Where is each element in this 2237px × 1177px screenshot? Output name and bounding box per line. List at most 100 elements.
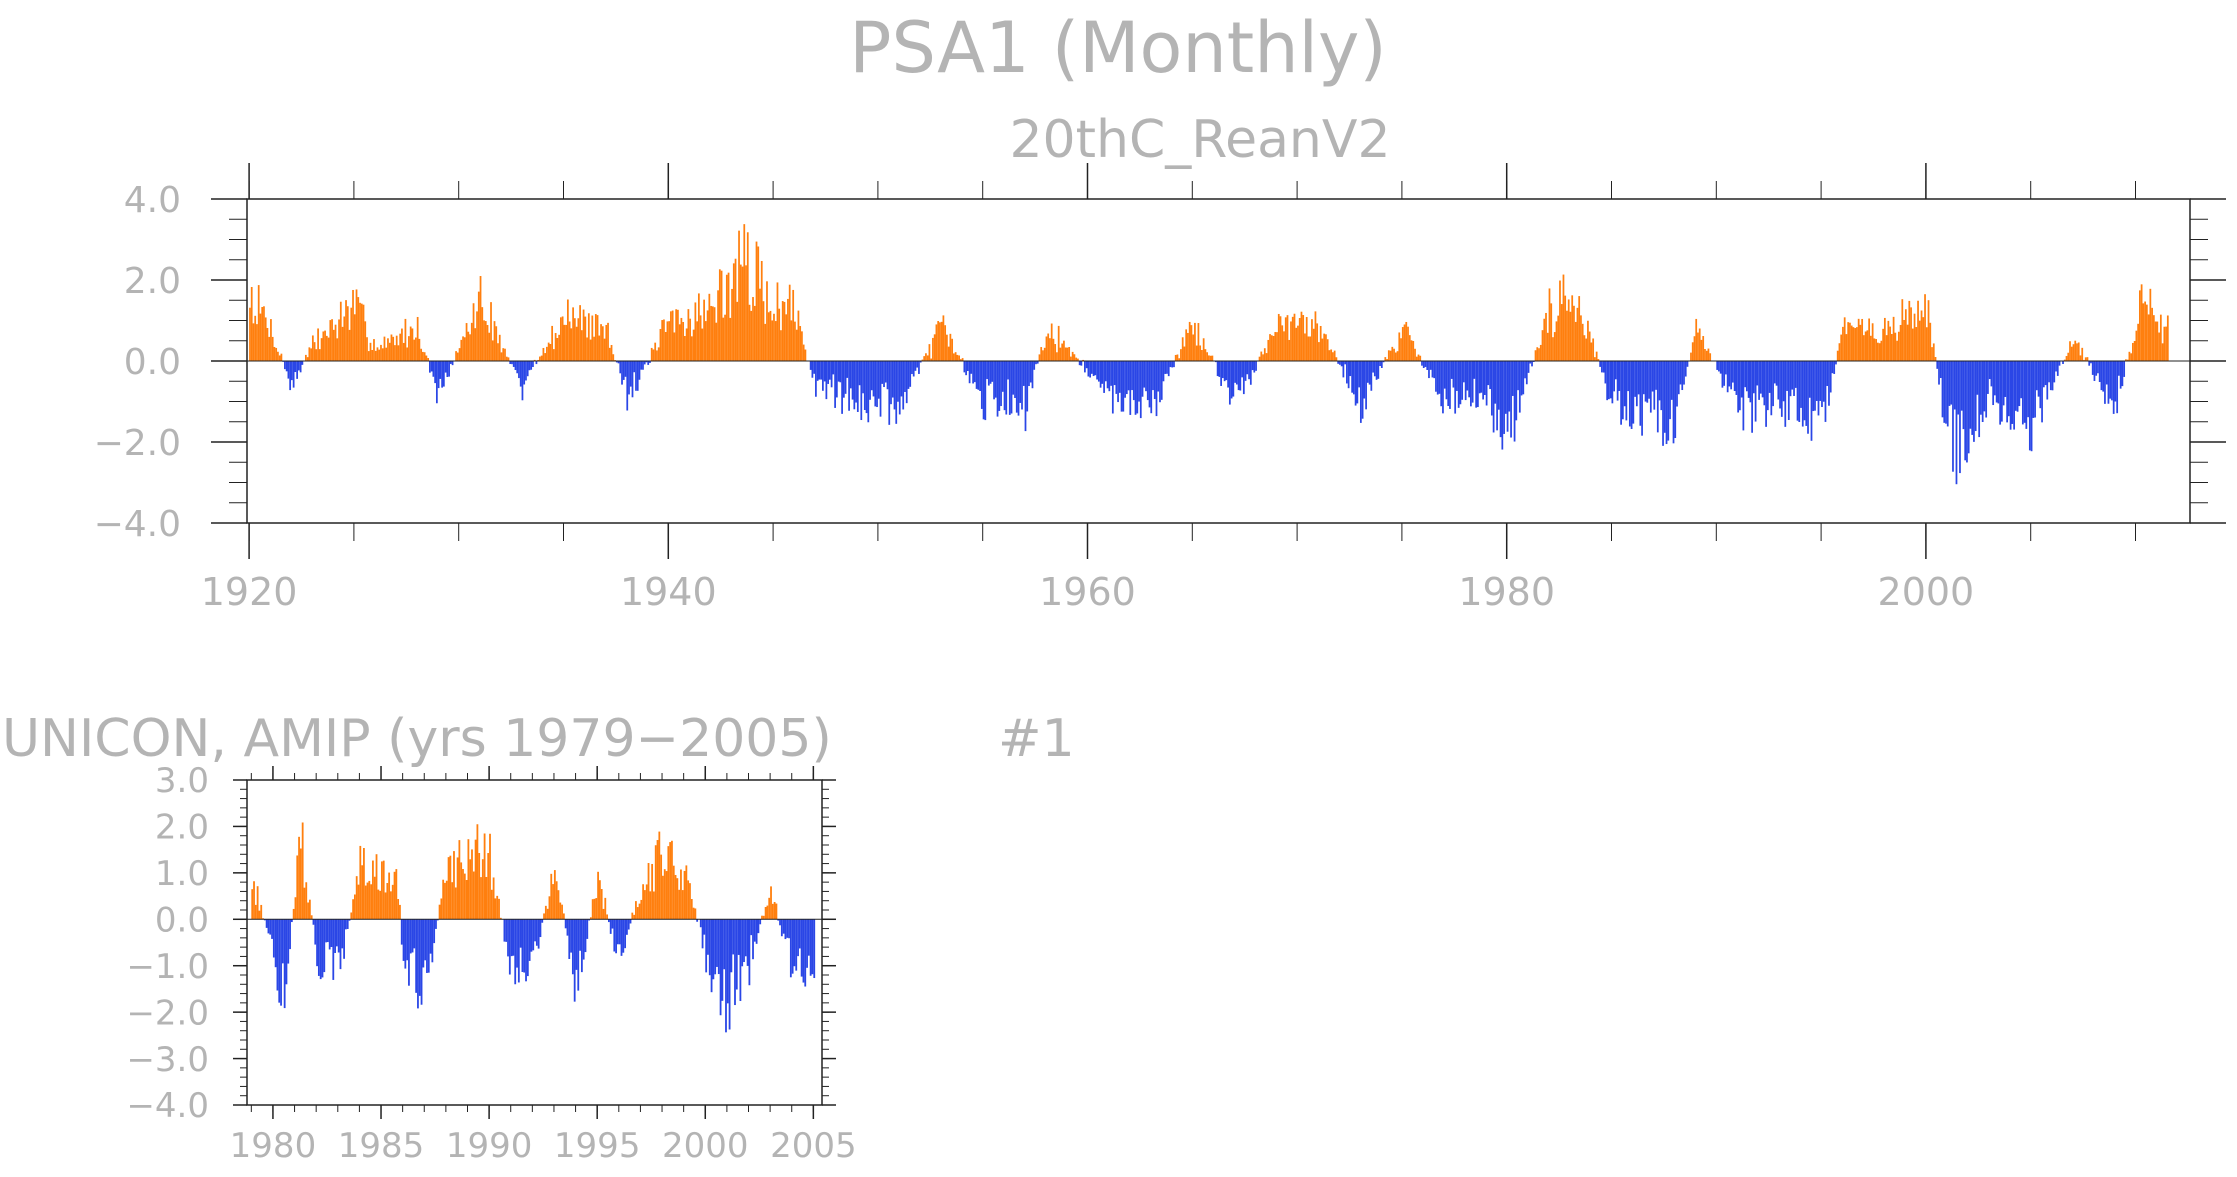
panel-reanalysis-bar <box>1094 361 1097 376</box>
panel-reanalysis-bar <box>451 361 454 366</box>
panel-reanalysis-bar <box>1822 361 1825 402</box>
panel-unicon-bar <box>346 919 349 929</box>
panel-reanalysis-bar <box>1999 361 2002 425</box>
panel-reanalysis-bar <box>1045 336 1048 361</box>
panel-unicon-bar <box>701 919 704 949</box>
panel-reanalysis-bar <box>1632 361 1635 424</box>
panel-unicon-bar <box>361 865 364 920</box>
panel-reanalysis-bar <box>1075 357 1078 361</box>
panel-reanalysis-bar <box>752 297 754 361</box>
panel-reanalysis-bar <box>1585 338 1588 361</box>
panel-reanalysis-bar <box>1234 361 1236 383</box>
panel-reanalysis-bar <box>1761 361 1764 398</box>
panel-unicon-bar <box>310 915 313 920</box>
panel-unicon-bar <box>653 891 655 920</box>
panel-reanalysis-bar <box>710 305 712 361</box>
panel-reanalysis-bar <box>1335 357 1338 361</box>
panel-reanalysis-bar <box>490 302 492 361</box>
panel-reanalysis-bar <box>2016 361 2019 412</box>
panel-unicon-bar <box>555 881 558 920</box>
panel-reanalysis-bar <box>1063 340 1065 361</box>
panel-reanalysis-bar <box>1077 358 1079 361</box>
panel-reanalysis-bar <box>893 361 896 410</box>
panel-unicon-bar <box>570 919 572 953</box>
panel-reanalysis-bar <box>1628 361 1631 427</box>
panel-reanalysis-bar <box>1127 361 1130 391</box>
panel-reanalysis-bar <box>1936 361 1939 369</box>
panel-reanalysis-bar <box>685 328 688 361</box>
panel-unicon-bar <box>532 919 535 951</box>
panel-reanalysis-bar <box>608 347 611 361</box>
panel-unicon-bar <box>377 889 380 920</box>
panel-reanalysis-bar <box>724 314 726 361</box>
panel-reanalysis-bar <box>556 337 559 361</box>
panel-reanalysis-bar <box>420 348 423 361</box>
panel-reanalysis-bar <box>2152 315 2155 361</box>
panel-reanalysis-bar <box>869 361 871 400</box>
panel-reanalysis-bar <box>940 321 943 361</box>
panel-reanalysis-bar <box>1623 361 1626 407</box>
panel-reanalysis-bar <box>691 336 693 361</box>
panel-reanalysis-bar <box>1483 361 1486 395</box>
panel-reanalysis-bar <box>1662 361 1664 446</box>
panel-reanalysis-bar <box>706 310 709 361</box>
panel-reanalysis-bar <box>615 361 618 363</box>
panel-reanalysis-bar <box>2048 361 2050 383</box>
panel-reanalysis-bar <box>1298 318 1301 361</box>
panel-reanalysis-bar <box>1817 361 1820 416</box>
panel-unicon-bar <box>752 919 754 960</box>
panel-reanalysis-bar <box>345 300 347 361</box>
panel-reanalysis-bar <box>301 361 304 365</box>
panel-reanalysis-bar <box>1019 361 1022 403</box>
panel-reanalysis-bar <box>977 361 980 390</box>
panel-reanalysis-bar <box>1784 361 1787 427</box>
panel-reanalysis-bar <box>252 323 255 361</box>
panel-reanalysis-bar <box>780 330 782 361</box>
panel-unicon-bar <box>348 919 351 921</box>
panel-unicon-bar <box>795 919 798 971</box>
panel-unicon-bar <box>606 914 608 920</box>
panel-reanalysis-bar <box>1457 361 1460 408</box>
panel-unicon-bar <box>319 919 322 980</box>
panel-reanalysis-bar <box>2023 361 2026 423</box>
panel-reanalysis-bar <box>1356 361 1359 404</box>
panel-reanalysis-bar <box>1104 361 1107 382</box>
panel-reanalysis-bar <box>1160 361 1163 400</box>
panel-reanalysis-bar <box>937 321 940 361</box>
panel-reanalysis-bar <box>1290 321 1292 361</box>
panel-reanalysis-bar <box>427 358 430 361</box>
panel-reanalysis-bar <box>1723 361 1726 386</box>
panel-reanalysis-bar <box>1022 361 1025 386</box>
panel-unicon-bar <box>573 919 576 1002</box>
panel-reanalysis-bar <box>1604 361 1607 384</box>
panel-reanalysis-bar <box>1770 361 1773 416</box>
panel-reanalysis-bar <box>1506 361 1509 432</box>
panel-unicon-bar <box>523 919 526 973</box>
panel-reanalysis-bar <box>1185 329 1188 361</box>
panel-unicon-bar <box>375 854 378 920</box>
panel-reanalysis-bar <box>491 340 494 361</box>
panel-unicon-bar <box>707 919 709 955</box>
panel-reanalysis-bar <box>1354 361 1357 406</box>
panel-reanalysis-bar <box>594 314 597 361</box>
panel-unicon-bar <box>725 919 727 1033</box>
panel-unicon-bar <box>748 919 751 986</box>
panel-unicon-bar <box>481 859 484 920</box>
panel-unicon-bar <box>811 919 814 975</box>
panel-reanalysis-bar <box>1655 361 1657 390</box>
panel-reanalysis-bar <box>1284 317 1287 361</box>
panel-unicon-bar <box>307 902 309 920</box>
panel-unicon-bar <box>332 919 335 980</box>
panel-reanalysis-bar <box>1594 357 1596 361</box>
panel-unicon-bar <box>568 919 571 959</box>
panel-reanalysis-bar <box>944 325 947 361</box>
panel-reanalysis-bar <box>1620 361 1622 425</box>
panel-unicon-bar <box>597 871 599 920</box>
panel-unicon-bar <box>402 919 405 961</box>
panel-reanalysis-bar <box>2030 361 2033 452</box>
panel-reanalysis-bar <box>895 361 898 424</box>
panel-reanalysis-bar <box>299 361 302 373</box>
panel-reanalysis-bar <box>287 361 290 379</box>
panel-reanalysis-bar <box>1945 361 1947 424</box>
panel-unicon-bar <box>335 919 338 947</box>
